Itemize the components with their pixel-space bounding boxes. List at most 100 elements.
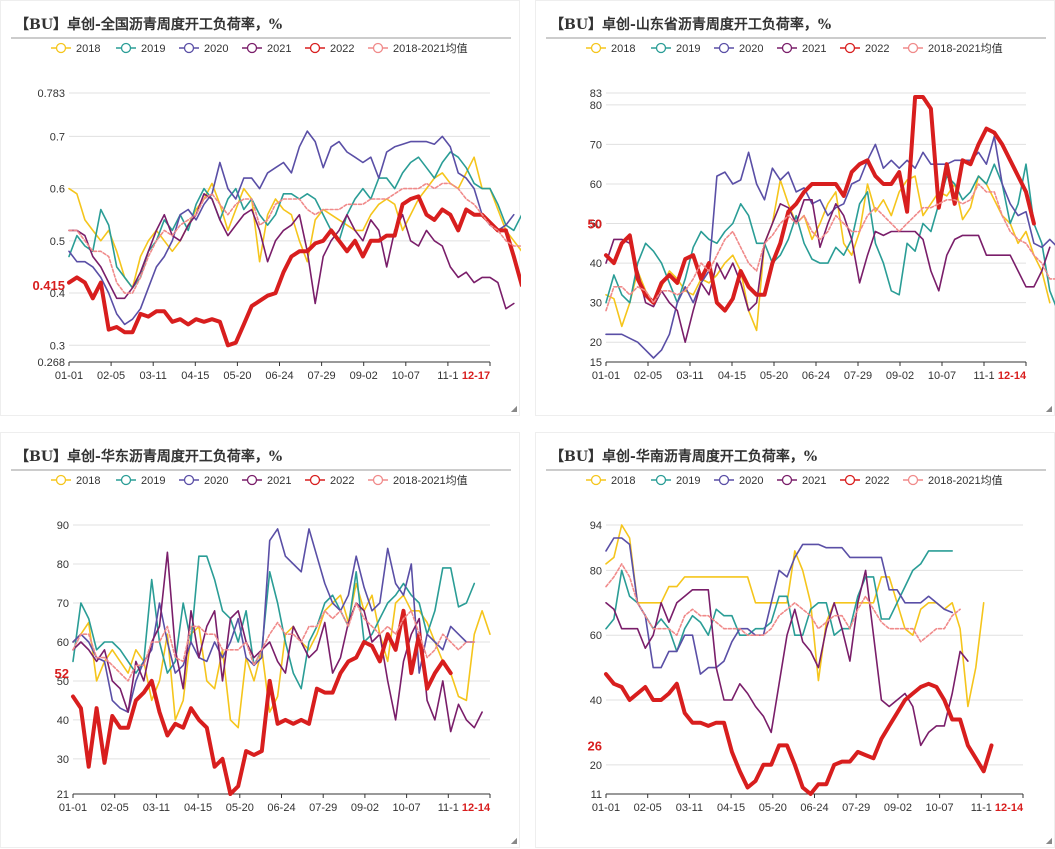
x-tick-label: 09-02 bbox=[351, 802, 379, 814]
legend-item-2018[interactable]: 2018 bbox=[51, 474, 100, 487]
legend-item-2022[interactable]: 2022 bbox=[840, 42, 889, 55]
legend-item-2020[interactable]: 2020 bbox=[714, 474, 763, 487]
resize-handle-icon[interactable]: ◢ bbox=[1045, 404, 1052, 413]
chart-panel-east-china: 【BU】卓创-华东沥青周度开工负荷率，% 2018 2019 2020 2021 2022… bbox=[0, 432, 520, 848]
series-line-2019 bbox=[72, 555, 476, 690]
series-line-avg bbox=[68, 182, 521, 294]
y-tick-label: 60 bbox=[590, 179, 602, 191]
chart-east-china: 【BU】卓创-华东沥青周度开工负荷率，% 2018 2019 2020 2021 2022… bbox=[11, 448, 511, 814]
legend-marker-icon bbox=[372, 474, 384, 486]
legend-label: 2018-2021均值 bbox=[928, 474, 1003, 487]
legend-item-2019[interactable]: 2019 bbox=[651, 42, 700, 55]
legend-item-2021[interactable]: 2021 bbox=[777, 42, 826, 55]
y-tick-label: 40 bbox=[590, 695, 602, 707]
series-line-2018 bbox=[72, 582, 491, 729]
x-tick-label: 10-07 bbox=[392, 370, 420, 382]
y-tick-label: 50 bbox=[590, 219, 602, 231]
legend-label: 2018-2021均值 bbox=[393, 474, 468, 487]
series-line-2022 bbox=[67, 194, 521, 348]
series-line-2019 bbox=[605, 163, 1055, 306]
legend-item-avg[interactable]: 2018-2021均值 bbox=[368, 42, 468, 55]
legend-item-2019[interactable]: 2019 bbox=[116, 474, 165, 487]
legend-item-2019[interactable]: 2019 bbox=[116, 42, 165, 55]
y-tick-label: 0.5 bbox=[50, 236, 65, 248]
legend-label: 2022 bbox=[330, 475, 354, 487]
legend-item-2021[interactable]: 2021 bbox=[777, 474, 826, 487]
resize-handle-icon[interactable]: ◢ bbox=[510, 404, 517, 413]
resize-handle-icon[interactable]: ◢ bbox=[510, 836, 517, 845]
chart-title: 【BU】卓创-华东沥青周度开工负荷率，% bbox=[15, 448, 282, 465]
chart-south-china: 【BU】卓创-华南沥青周度开工负荷率，% 2018 2019 2020 2021 2022… bbox=[546, 448, 1046, 814]
legend-item-2020[interactable]: 2020 bbox=[179, 42, 228, 55]
legend-item-2020[interactable]: 2020 bbox=[179, 474, 228, 487]
x-tick-label: 07-29 bbox=[842, 802, 870, 814]
y-tick-label: 20 bbox=[590, 760, 602, 772]
x-tick-label: 11-1 bbox=[437, 370, 458, 382]
x-tick-label: 03-11 bbox=[143, 802, 170, 814]
legend-marker-icon bbox=[55, 474, 67, 486]
legend-marker-icon bbox=[372, 42, 384, 54]
legend-label: 2021 bbox=[267, 475, 291, 487]
x-tick-label: 04-15 bbox=[717, 802, 745, 814]
legend-item-2018[interactable]: 2018 bbox=[586, 474, 635, 487]
legend-marker-icon bbox=[907, 474, 919, 486]
legend-label: 2021 bbox=[267, 43, 291, 55]
legend-item-2022[interactable]: 2022 bbox=[305, 42, 354, 55]
series-line-2020 bbox=[605, 537, 954, 675]
x-tick-label: 03-11 bbox=[676, 802, 703, 814]
series-line-avg bbox=[72, 602, 476, 682]
series-line-2022 bbox=[71, 608, 453, 796]
legend-label: 2022 bbox=[865, 475, 889, 487]
legend-item-2019[interactable]: 2019 bbox=[651, 474, 700, 487]
chart-title: 【BU】卓创-华南沥青周度开工负荷率，% bbox=[550, 448, 817, 465]
legend-marker-icon bbox=[844, 42, 856, 54]
chart-panel-shandong: 【BU】卓创-山东省沥青周度开工负荷率，% 2018 2019 2020 2021 202… bbox=[535, 0, 1055, 416]
legend-marker-icon bbox=[590, 474, 602, 486]
legend-label: 2018 bbox=[611, 43, 635, 55]
legend-marker-icon bbox=[55, 42, 67, 54]
series-line-2022 bbox=[604, 95, 1036, 313]
legend-item-2021[interactable]: 2021 bbox=[242, 474, 291, 487]
y-tick-label: 20 bbox=[590, 337, 602, 349]
x-tick-label: 09-02 bbox=[886, 370, 914, 382]
legend-marker-icon bbox=[907, 42, 919, 54]
legend-marker-icon bbox=[120, 474, 132, 486]
legend-item-2022[interactable]: 2022 bbox=[305, 474, 354, 487]
x-tick-label: 02-05 bbox=[97, 370, 125, 382]
series-line-2019 bbox=[605, 550, 954, 653]
legend-marker-icon bbox=[590, 42, 602, 54]
x-tick-label: 11-1 bbox=[973, 370, 994, 382]
legend-label: 2018 bbox=[611, 475, 635, 487]
legend-item-2018[interactable]: 2018 bbox=[51, 42, 100, 55]
x-tick-label: 07-29 bbox=[309, 802, 337, 814]
legend-item-2018[interactable]: 2018 bbox=[586, 42, 635, 55]
y-tick-label: 80 bbox=[57, 559, 69, 571]
legend-marker-icon bbox=[246, 474, 258, 486]
y-tick-label: 0.268 bbox=[37, 357, 65, 369]
legend-marker-icon bbox=[183, 42, 195, 54]
legend-label: 2018-2021均值 bbox=[928, 42, 1003, 55]
legend-marker-icon bbox=[781, 474, 793, 486]
legend-marker-icon bbox=[655, 42, 667, 54]
resize-handle-icon[interactable]: ◢ bbox=[1045, 836, 1052, 845]
y-tick-label: 0.783 bbox=[37, 88, 65, 100]
series-line-avg bbox=[605, 183, 1055, 312]
legend-marker-icon bbox=[655, 474, 667, 486]
legend-item-avg[interactable]: 2018-2021均值 bbox=[903, 42, 1003, 55]
legend-marker-icon bbox=[309, 474, 321, 486]
legend-item-avg[interactable]: 2018-2021均值 bbox=[903, 474, 1003, 487]
series-line-2019 bbox=[68, 151, 521, 289]
x-tick-label: 02-05 bbox=[101, 802, 129, 814]
legend-item-avg[interactable]: 2018-2021均值 bbox=[368, 474, 468, 487]
legend-item-2020[interactable]: 2020 bbox=[714, 42, 763, 55]
x-tick-label: 04-15 bbox=[718, 370, 746, 382]
chart-panel-national: 【BU】卓创-全国沥青周度开工负荷率，% 2018 2019 2020 2021 2022… bbox=[0, 0, 521, 416]
y-tick-label: 21 bbox=[57, 789, 69, 801]
legend-item-2021[interactable]: 2021 bbox=[242, 42, 291, 55]
x-tick-label-latest: 12-17 bbox=[462, 370, 490, 382]
x-tick-label: 05-20 bbox=[226, 802, 254, 814]
x-tick-label: 11-1 bbox=[438, 802, 459, 814]
legend-label: 2021 bbox=[802, 43, 826, 55]
legend-label: 2022 bbox=[330, 43, 354, 55]
legend-item-2022[interactable]: 2022 bbox=[840, 474, 889, 487]
